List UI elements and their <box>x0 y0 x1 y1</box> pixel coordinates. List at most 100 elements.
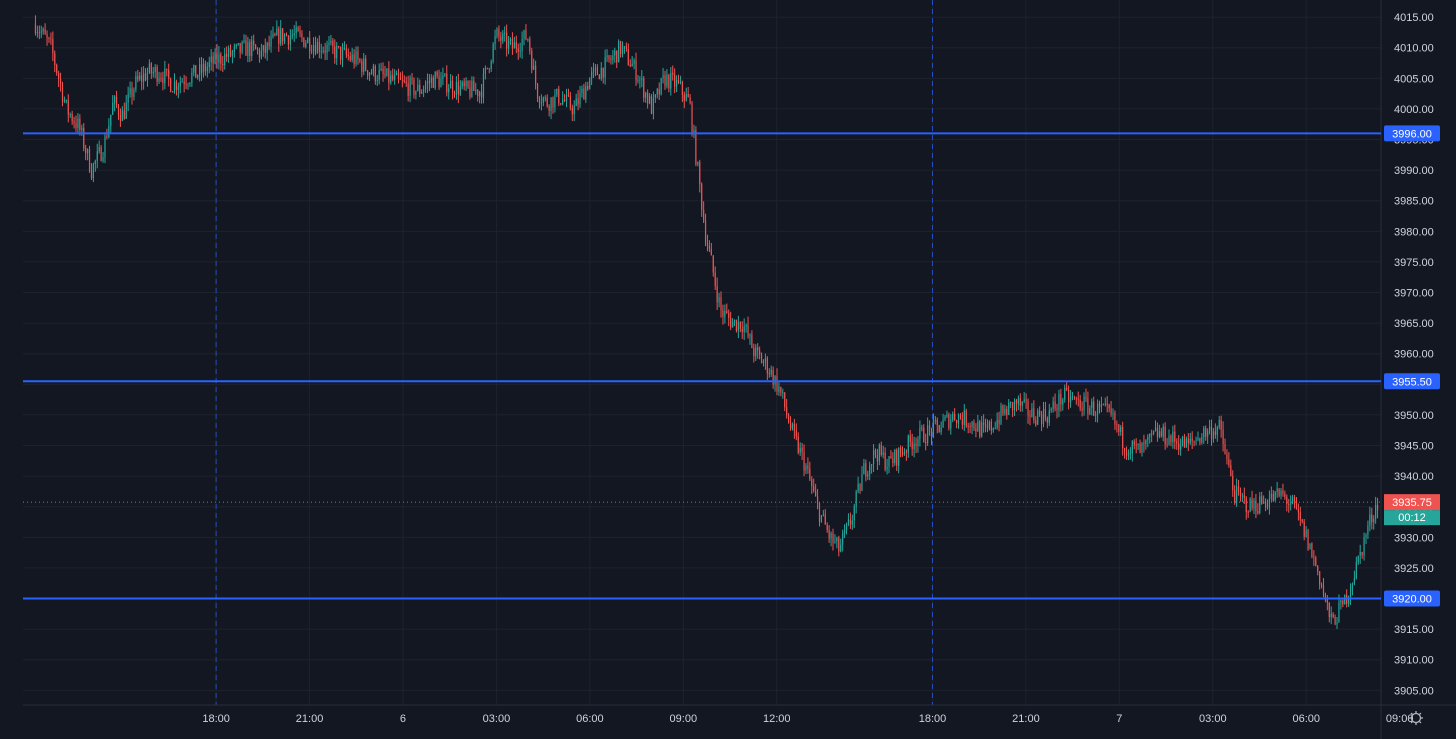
candle-body <box>1319 571 1321 585</box>
candle-body <box>432 77 434 88</box>
candle-body <box>152 71 154 74</box>
y-tick-label: 3905.00 <box>1394 685 1434 697</box>
candle-body <box>789 422 792 429</box>
candle-body <box>212 56 214 64</box>
candle-body <box>979 421 981 437</box>
candle-body <box>961 418 963 425</box>
chart-settings-icon[interactable] <box>1409 711 1423 725</box>
candle-body <box>517 48 519 52</box>
candle-body <box>757 347 759 351</box>
candle-body <box>1361 552 1363 556</box>
candle-body <box>847 519 850 524</box>
candle-body <box>996 419 998 428</box>
candle-body <box>359 59 361 62</box>
candle-body <box>558 88 560 104</box>
candle-body <box>697 162 699 165</box>
candle-body <box>1064 387 1066 400</box>
candle-body <box>726 310 728 313</box>
x-tick-label: 18:00 <box>202 713 230 725</box>
candle-body <box>604 57 606 78</box>
candle-body <box>890 456 892 459</box>
candle-body <box>328 42 330 46</box>
candle-body <box>1069 397 1072 403</box>
candle-body <box>772 369 774 385</box>
candle-body <box>905 451 907 453</box>
candle-body <box>533 65 535 70</box>
candle-body <box>415 90 417 95</box>
candle-body <box>496 28 498 37</box>
candle-body <box>1039 410 1041 415</box>
candle-body <box>1133 441 1135 445</box>
candle-body <box>903 451 906 455</box>
candle-body <box>1031 408 1033 417</box>
candle-body <box>92 163 94 179</box>
candle-body <box>1222 429 1224 444</box>
candle-body <box>36 31 38 34</box>
candle-body <box>426 81 429 86</box>
candle-body <box>195 65 197 78</box>
candle-body <box>295 27 297 34</box>
candle-body <box>168 69 170 79</box>
candle-body <box>768 373 770 375</box>
candle-body <box>106 136 108 138</box>
candle-body <box>625 46 627 49</box>
candle-body <box>548 106 550 112</box>
candle-body <box>347 54 349 57</box>
candle-body <box>86 149 89 154</box>
candle-body <box>490 61 492 69</box>
candle-body <box>780 386 782 393</box>
candle-body <box>419 84 421 94</box>
candle-body <box>1029 415 1031 417</box>
candle-body <box>1301 519 1303 522</box>
candle-body <box>990 421 992 431</box>
candle-body <box>121 110 123 121</box>
candle-body <box>635 60 637 81</box>
candle-body <box>762 362 765 364</box>
candle-body <box>724 310 726 317</box>
candle-body <box>1010 402 1012 403</box>
candle-body <box>158 78 160 82</box>
candle-body <box>1100 404 1103 408</box>
candle-body <box>85 148 87 154</box>
candle-body <box>442 75 444 79</box>
x-tick-label: 06:00 <box>576 713 604 725</box>
candle-body <box>1067 389 1070 403</box>
candle-body <box>1237 486 1240 492</box>
candle-body <box>954 413 956 421</box>
candle-body <box>1147 436 1149 441</box>
candle-body <box>1127 454 1130 456</box>
candle-body <box>1131 441 1133 454</box>
candle-body <box>867 474 869 477</box>
candle-body <box>218 54 220 63</box>
candle-body <box>146 72 149 81</box>
candle-body <box>52 39 54 54</box>
candle-body <box>619 41 622 54</box>
candle-body <box>1315 557 1317 566</box>
candle-body <box>264 45 266 53</box>
candle-body <box>1023 399 1025 402</box>
candle-body <box>1019 397 1021 406</box>
candle-body <box>150 63 152 74</box>
candle-body <box>1056 408 1058 411</box>
candle-body <box>1376 504 1379 511</box>
candle-body <box>129 87 131 95</box>
candle-body <box>670 72 672 89</box>
candle-body <box>1353 577 1356 584</box>
candle-body <box>353 54 355 64</box>
candle-body <box>988 421 991 429</box>
candle-body <box>170 78 172 92</box>
candle-body <box>998 419 1000 424</box>
candle-body <box>820 515 823 522</box>
candle-body <box>1232 476 1234 491</box>
candle-body <box>471 80 473 97</box>
candle-body <box>173 81 176 93</box>
candle-body <box>1048 410 1050 423</box>
candle-body <box>75 123 77 129</box>
candle-body <box>477 89 479 97</box>
candle-body <box>262 45 264 51</box>
last-price-label: 3935.75 <box>1392 497 1432 509</box>
candle-body <box>1205 428 1207 437</box>
candle-body <box>1168 435 1170 445</box>
candle-body <box>733 319 736 323</box>
